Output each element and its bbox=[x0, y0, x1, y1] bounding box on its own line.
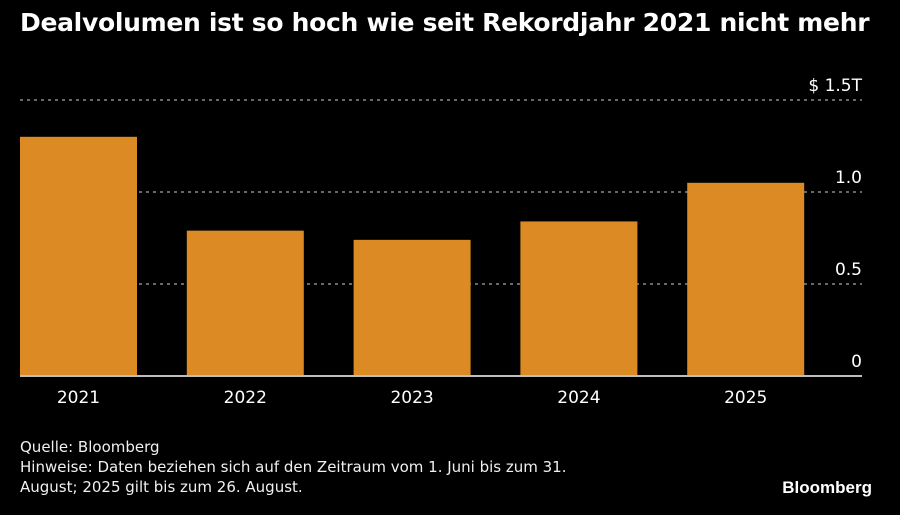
x-tick-label: 2022 bbox=[224, 388, 267, 408]
x-tick-label: 2025 bbox=[724, 388, 767, 408]
source-note: Quelle: Bloomberg bbox=[20, 438, 160, 456]
bar-2024 bbox=[520, 221, 638, 376]
x-tick-label: 2023 bbox=[390, 388, 433, 408]
bars bbox=[20, 136, 805, 376]
bar-2021 bbox=[20, 136, 137, 376]
y-tick-label: 1.0 bbox=[835, 168, 862, 188]
notes-line-2: August; 2025 gilt bis zum 26. August. bbox=[20, 478, 303, 496]
notes-line-1: Hinweise: Daten beziehen sich auf den Ze… bbox=[20, 458, 567, 476]
x-tick-label: 2024 bbox=[557, 388, 600, 408]
chart-footer: Quelle: Bloomberg Hinweise: Daten bezieh… bbox=[20, 437, 567, 497]
bloomberg-logo: Bloomberg bbox=[782, 478, 872, 497]
y-tick-label: 0 bbox=[851, 352, 862, 372]
x-tick-label: 2021 bbox=[57, 388, 100, 408]
bar-2022 bbox=[186, 230, 304, 376]
bar-2023 bbox=[353, 239, 471, 376]
chart-title: Dealvolumen ist so hoch wie seit Rekordj… bbox=[20, 8, 870, 37]
bar-2025 bbox=[687, 182, 805, 376]
y-tick-labels: 0 0.5 1.0 $ 1.5T bbox=[808, 76, 862, 372]
x-tick-labels: 2021 2022 2023 2024 2025 bbox=[57, 388, 767, 408]
y-tick-label: 0.5 bbox=[835, 260, 862, 280]
y-tick-label: $ 1.5T bbox=[808, 76, 862, 96]
